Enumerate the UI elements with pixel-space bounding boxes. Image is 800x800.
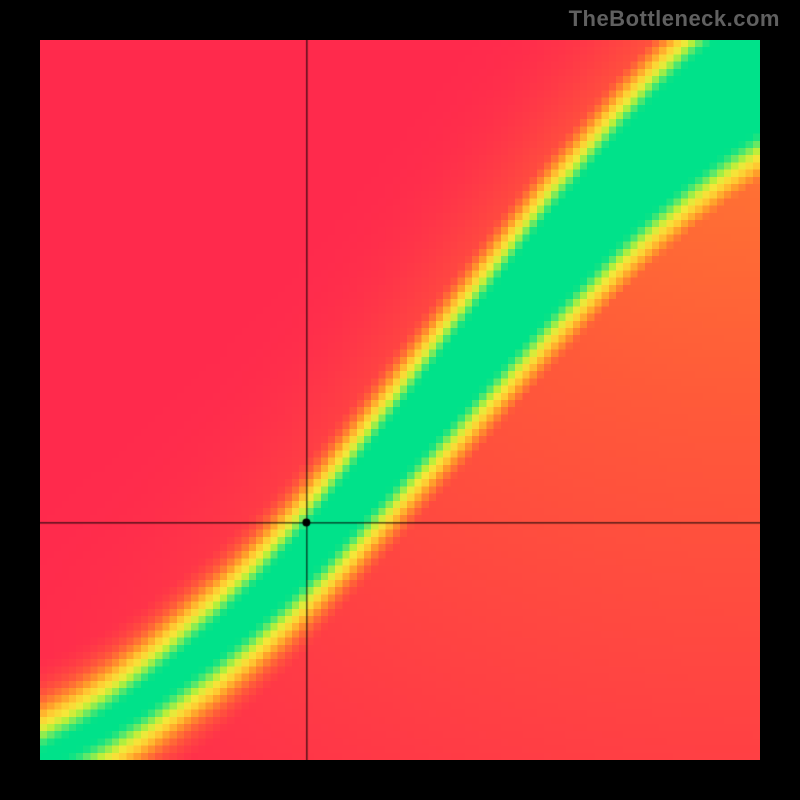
watermark-label: TheBottleneck.com — [569, 6, 780, 32]
chart-container: TheBottleneck.com — [0, 0, 800, 800]
crosshair-overlay — [40, 40, 760, 760]
